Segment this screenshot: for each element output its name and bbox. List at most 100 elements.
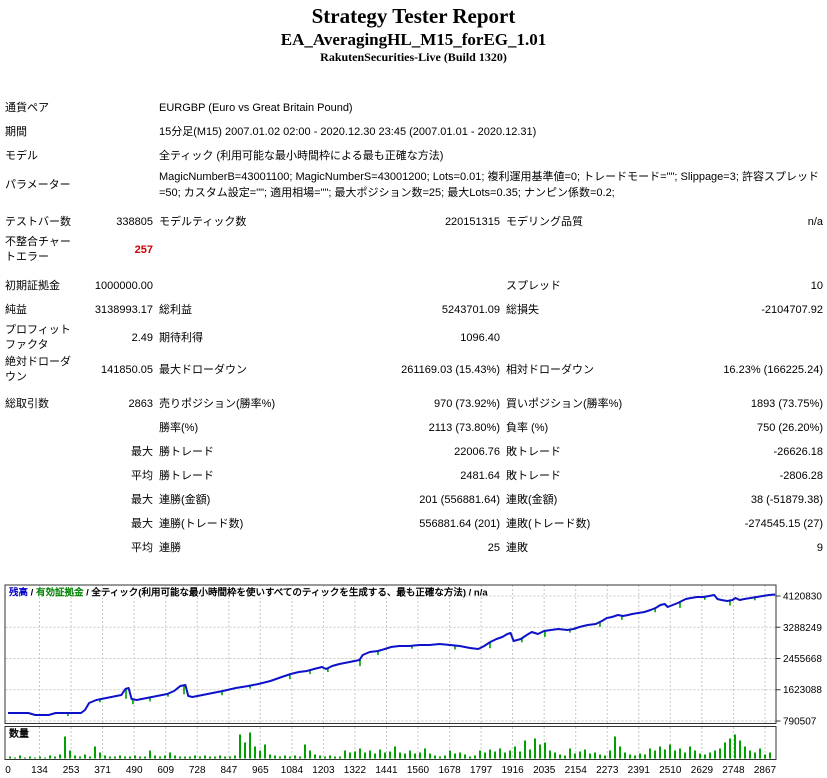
row-label: スプレッド [506,280,561,292]
row-label: パラメーター [5,178,71,191]
svg-text:490: 490 [126,765,143,776]
row-value: -2104707.92 [761,304,823,316]
row-label: 不整合チャートエラー [5,236,71,263]
svg-text:609: 609 [157,765,174,776]
row-label: モデル [5,149,38,162]
row-pair: 勝トレード 22006.76 [153,445,500,459]
row-pair: 勝率(%) 2113 (73.80%) [153,421,500,435]
row-value: 25 [487,542,500,554]
svg-text:1797: 1797 [470,765,493,776]
table-row: 平均 勝トレード 2481.64 敗トレード -2806.28 [5,464,823,488]
table-row: 初期証拠金 1000000.00 スプレッド 10 [5,274,823,298]
row-pair: 連勝(トレード数) 556881.64 (201) [153,517,500,531]
table-row: 最大 勝トレード 22006.76 敗トレード -26626.18 [5,440,823,464]
row-label: 負率 (%) [506,422,549,434]
row-pair: 総利益 5243701.09 [153,303,500,317]
row-label: 期待利得 [159,332,203,344]
mismatch-errors-value: 257 [134,244,153,256]
row-value: -274545.15 (27) [744,518,823,530]
broker-build-line: RakutenSecurities-Live (Build 1320) [320,50,507,64]
row-label: 純益 [5,303,27,316]
row-value: 1096.40 [460,332,500,344]
svg-text:1084: 1084 [281,765,304,776]
svg-text:1441: 1441 [375,765,398,776]
table-row: 不整合チャートエラー 257 [5,234,823,266]
row-value-wide: EURGBP (Euro vs Great Britain Pound) [159,102,353,114]
row-value: 38 (-51879.38) [750,494,823,506]
row-label: 売りポジション(勝率%) [159,398,276,410]
row-label: 連敗(トレード数) [506,518,591,530]
row-value: -2806.28 [779,470,823,482]
balance-chart: 4120830 3288249 2455668 1623088 790507 0 134 25… [4,583,827,778]
row-label: 総利益 [159,304,192,316]
row-value: 9 [816,542,823,554]
row-pair: 連勝 25 [153,541,500,555]
svg-text:371: 371 [94,765,111,776]
report-title: Strategy Tester Report [311,4,516,28]
row-value: 平均 [131,470,153,482]
row-value: 最大 [131,518,153,530]
table-row: 勝率(%) 2113 (73.80%) 負率 (%) 750 (26.20%) [5,416,823,440]
row-label: 連敗(金額) [506,494,558,506]
row-value: 5243701.09 [441,304,500,316]
row-pair: 期待利得 1096.40 [153,331,500,345]
svg-text:1916: 1916 [501,765,524,776]
row-pair: 連敗 9 [500,541,823,555]
row-label: 初期証拠金 [5,279,60,292]
row-value: 平均 [131,542,153,554]
row-value: 最大 [131,446,153,458]
svg-text:253: 253 [63,765,80,776]
svg-text:2748: 2748 [722,765,745,776]
row-value: 750 (26.20%) [756,422,823,434]
row-label: 相対ドローダウン [506,364,594,376]
row-value: -26626.18 [773,446,823,458]
row-label: 絶対ドローダウン [5,356,71,383]
row-label: モデリング品質 [506,216,583,228]
row-value: 2863 [128,398,153,410]
row-pair: 相対ドローダウン 16.23% (166225.24) [500,363,823,377]
svg-text:数量: 数量 [9,727,29,740]
svg-text:847: 847 [220,765,237,776]
row-pair: 連敗(金額) 38 (-51879.38) [500,493,823,507]
svg-text:728: 728 [189,765,206,776]
table-row: 最大 連勝(金額) 201 (556881.64) 連敗(金額) 38 (-51879.… [5,488,823,512]
svg-text:2154: 2154 [565,765,588,776]
row-value: 261169.03 (15.43%) [401,364,500,376]
row-label: 最大ドローダウン [159,364,247,376]
row-label: 総取引数 [5,397,49,410]
row-pair: 買いポジション(勝率%) 1893 (73.75%) [500,397,823,411]
report-table: 通貨ペア EURGBP (Euro vs Great Britain Pound)… [5,96,823,560]
row-value: 10 [810,280,823,292]
table-row: 最大 連勝(トレード数) 556881.64 (201) 連敗(トレード数) -2745… [5,512,823,536]
row-label: 期間 [5,125,27,138]
row-value: 220151315 [444,216,500,228]
row-value: 2113 (73.80%) [428,422,500,434]
row-label: テストバー数 [5,215,71,228]
svg-text:3288249: 3288249 [783,623,822,634]
row-pair: 最大ドローダウン 261169.03 (15.43%) [153,363,500,377]
row-pair: 売りポジション(勝率%) 970 (73.92%) [153,397,500,411]
table-row: 通貨ペア EURGBP (Euro vs Great Britain Pound) [5,96,823,120]
row-value: 2.49 [131,332,153,344]
table-row: 絶対ドローダウン 141850.05 最大ドローダウン 261169.03 (15.4… [5,354,823,386]
svg-text:1560: 1560 [407,765,430,776]
svg-text:2867: 2867 [754,765,777,776]
svg-text:2391: 2391 [628,765,651,776]
report-header: Strategy Tester Report EA_AveragingHL_M1… [0,0,827,65]
svg-text:2273: 2273 [596,765,619,776]
row-label: 連勝 [159,542,181,554]
row-value: 1893 (73.75%) [750,398,823,410]
row-label: 買いポジション(勝率%) [506,398,623,410]
row-pair: 総損失 -2104707.92 [500,303,823,317]
row-label: 敗トレード [506,446,561,458]
row-value: 141850.05 [101,364,153,376]
row-value: n/a [807,216,823,228]
svg-text:4120830: 4120830 [783,592,822,603]
row-label: モデルティック数 [159,216,247,228]
row-value: 1000000.00 [94,280,153,292]
ea-name: EA_AveragingHL_M15_forEG_1.01 [280,30,547,49]
row-value: 338805 [116,216,153,228]
row-value: 556881.64 (201) [419,518,500,530]
row-value: 22006.76 [454,446,500,458]
row-value: 2481.64 [460,470,500,482]
